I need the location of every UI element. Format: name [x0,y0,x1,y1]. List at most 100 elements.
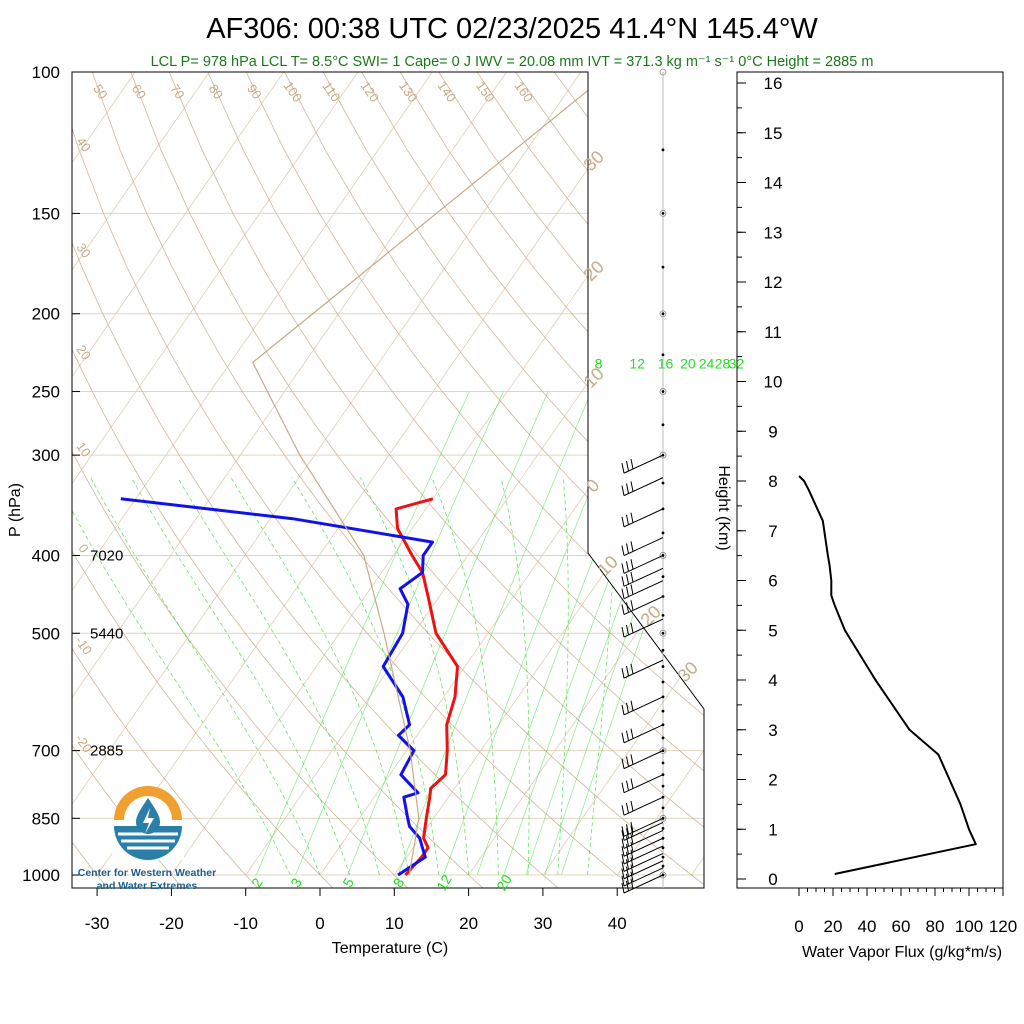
wind-barb-feather [626,460,629,472]
flux-x-tick-label: 0 [794,917,803,936]
wind-barb [621,845,664,865]
mixing-ratio-label: 12 [629,355,645,371]
wind-barb-feather [626,665,629,677]
x-tick-label: -10 [233,914,258,933]
wind-barb-feather [626,702,629,713]
flux-y-tick-label: 9 [768,422,777,441]
wind-barb-feather [621,846,625,857]
wind-barb-staff [623,874,664,894]
flux-x-tick-label: 120 [989,917,1017,936]
wind-barb-feather [626,836,629,847]
wind-barb-feather [630,512,634,523]
dry-adiabat-line [168,72,704,888]
wind-barb [621,867,664,887]
flux-y-tick-label: 13 [764,223,783,242]
wind-level-marker [659,210,667,217]
wind-barb-staff [623,724,664,744]
dry-adiabat-line [72,72,413,888]
mixing-ratio-label: 20 [493,872,515,894]
wind-barb-feather [630,584,634,595]
wind-level-dot [661,423,665,427]
wind-barb [621,567,664,587]
dry-adiabat-line [72,72,488,888]
wind-level-dot [661,761,665,765]
wind-barb-feather [626,828,629,839]
mixing-ratio-label: 16 [658,355,674,371]
flux-y-tick-label: 11 [764,323,782,342]
adiabat-label: 40 [73,134,94,154]
wind-barb [621,837,664,857]
wind-barb-staff [623,817,664,837]
x-tick-label: 40 [608,914,627,933]
dry-adiabat-line [91,72,704,888]
isotherm-line [72,72,582,876]
wind-barb-staff [623,821,664,841]
isotherm-line [72,72,433,876]
wind-barb-feather [630,458,634,470]
dry-adiabat-line [130,72,704,888]
wind-barb-feather [621,838,625,849]
x-tick-label: 0 [315,914,324,933]
flux-x-tick-label: 80 [926,917,945,936]
flux-y-tick-label: 8 [768,472,777,491]
isotherm-line [72,72,285,876]
isotherm-line [542,72,704,876]
mixing-ratio-line [295,391,504,876]
wind-level-dot [661,631,665,635]
adiabat-label: 90 [244,81,265,101]
dry-adiabat-line [72,72,563,888]
wind-level-dot [661,680,665,684]
isotherm-line [468,72,704,876]
adiabat-label: 60 [129,81,150,101]
adiabat-label: 10 [73,439,94,459]
wind-barb-feather [621,576,625,587]
chart-subtitle: LCL P= 978 hPa LCL T= 8.5°C SWI= 1 Cape=… [151,54,874,70]
wind-barb-feather [630,571,634,583]
wind-barb-feather [621,758,625,769]
dry-adiabat-line [245,72,704,888]
moist-adiabat-line [359,477,469,876]
wind-barb-feather [621,826,625,837]
y-tick-label: 850 [32,809,60,828]
wind-barb-feather [626,574,629,585]
wind-level-dot [661,855,665,859]
wind-level-marker [659,629,667,637]
flux-y-tick-label: 14 [764,174,783,193]
wind-barb-staff [623,477,664,497]
wind-barb-staff [623,860,664,880]
wind-level-dot [661,481,665,485]
x-tick-label: -30 [85,914,110,933]
dry-adiabat-line [284,72,704,888]
wind-barb [621,454,664,474]
wind-level-dot [661,390,665,393]
wind-level-dot [661,575,665,578]
adiabat-label: 70 [167,81,188,101]
x-axis-label: Temperature (C) [332,940,448,957]
wind-level-dot [661,265,665,269]
wind-barb-feather [626,824,629,835]
wind-barb-feather [626,859,629,870]
wind-barb-feather [630,559,634,570]
wind-barb-feather [626,561,629,572]
wind-barb-staff [623,837,664,857]
parcel-profile-line [252,72,611,876]
chart-title: AF306: 00:38 UTC 02/23/2025 41.4°N 145.4… [206,13,818,45]
logo-line-2: and Water Extremes [97,880,198,892]
wind-barb-staff [623,508,664,528]
wind-barb-feather [630,864,634,875]
mixing-ratio-label: 28 [715,355,731,371]
moist-adiabat-line [177,477,380,876]
wind-barb-feather [630,822,634,833]
adiabat-label: 20 [73,342,94,362]
wind-barb [621,724,664,744]
wind-barb-feather [630,481,634,492]
mixing-ratio-line [397,391,592,876]
dry-adiabat-line [207,72,704,888]
adiabat-label: 80 [206,81,227,101]
flux-y-tick-label: 5 [768,621,777,640]
isotherm-line [72,72,210,876]
wind-level-dot [661,665,665,668]
wind-level-marker [659,451,667,459]
wind-level-dot [661,709,665,713]
